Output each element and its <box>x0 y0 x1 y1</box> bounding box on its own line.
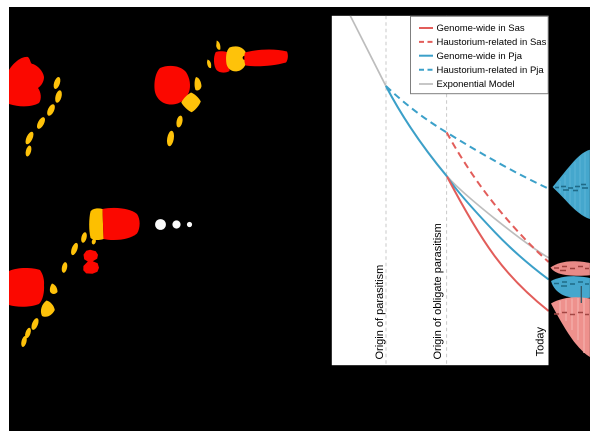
svg-text:Genome-wide in Sas: Genome-wide in Sas <box>437 23 525 34</box>
svg-text:Exponential Model: Exponential Model <box>437 79 515 90</box>
svg-text:Today: Today <box>535 327 547 357</box>
svg-text:Genome-wide in Pja: Genome-wide in Pja <box>437 51 523 62</box>
svg-text:Haustorium-related in Pja: Haustorium-related in Pja <box>437 65 545 76</box>
svg-text:Haustorium-related in Sas: Haustorium-related in Sas <box>437 37 547 48</box>
svg-text:Origin of parasitism: Origin of parasitism <box>374 265 386 360</box>
svg-text:Origin of obligate parasitism: Origin of obligate parasitism <box>432 223 444 359</box>
